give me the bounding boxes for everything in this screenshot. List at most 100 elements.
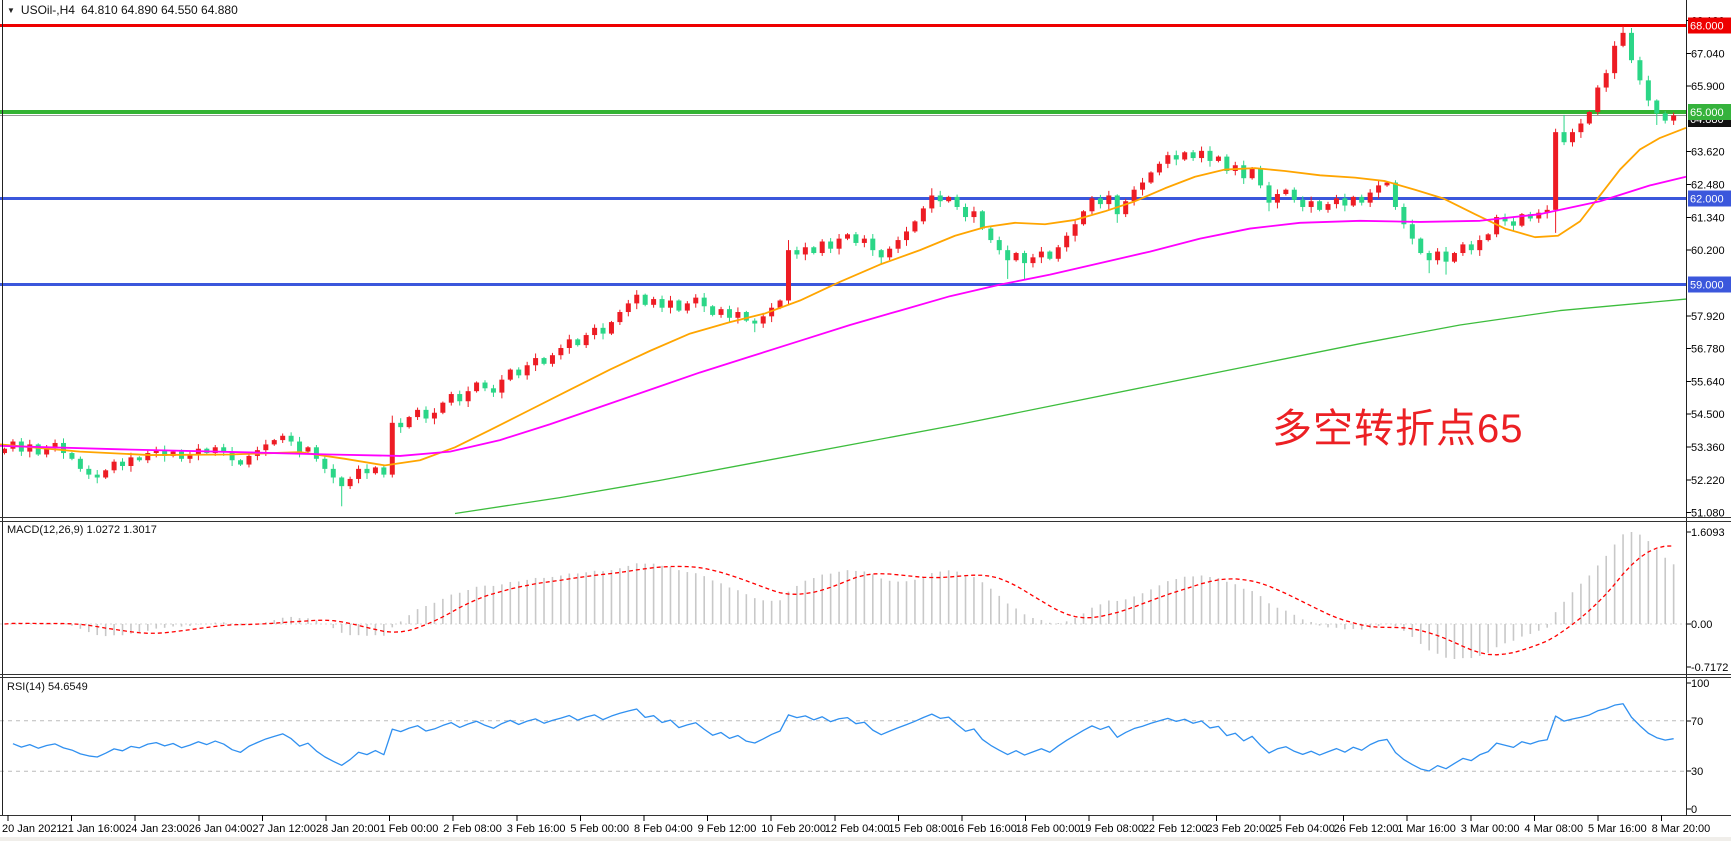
candle-body [693, 297, 699, 304]
price-axis-label: 60.200 [1691, 245, 1725, 257]
candle-body [490, 388, 496, 393]
time-axis-label: 3 Feb 16:00 [507, 823, 566, 835]
panel-separator[interactable] [0, 517, 1731, 518]
candle-body [887, 248, 893, 258]
candle-body [482, 382, 488, 389]
rsi-indicator-label: RSI(14) 54.6549 [7, 681, 88, 693]
horizontal-line-resistance-68[interactable] [0, 24, 1686, 28]
candle-body [238, 460, 244, 465]
candle-body [1544, 209, 1550, 213]
panel-separator[interactable] [0, 674, 1731, 675]
candle-body [1536, 212, 1542, 219]
time-axis-label: 26 Jan 04:00 [189, 823, 253, 835]
price-axis-label: 63.620 [1691, 147, 1725, 159]
candle-body [507, 369, 513, 380]
price-axis-label: 56.780 [1691, 344, 1725, 356]
candle-body [431, 412, 437, 419]
candle-body [305, 447, 311, 452]
price-badge: 68.000 [1688, 17, 1731, 34]
time-axis-label: 5 Mar 16:00 [1588, 823, 1647, 835]
macd-indicator-label: MACD(12,26,9) 1.0272 1.3017 [7, 524, 157, 536]
candle-body [1671, 115, 1677, 121]
candle-body [710, 306, 716, 315]
panel-separator[interactable] [0, 815, 1731, 816]
price-axis-label: 51.080 [1691, 508, 1725, 520]
text-annotation[interactable]: 多空转折点65 [1272, 407, 1524, 451]
chart-title: ▼ USOil-,H4 64.810 64.890 64.550 64.880 [7, 3, 238, 17]
candle-body [617, 312, 623, 323]
candle-body [1291, 189, 1297, 200]
candle-body [684, 303, 690, 311]
candle-body [1072, 224, 1078, 236]
candle-body [541, 358, 547, 364]
candle-body [94, 474, 100, 478]
candle-body [457, 394, 463, 402]
rsi-axis-label: 70 [1691, 716, 1703, 728]
candle-body [1215, 156, 1221, 161]
price-scale-border[interactable] [1686, 0, 1687, 816]
candles-layer [2, 26, 1677, 507]
candle-body [1064, 235, 1070, 248]
candle-body [920, 208, 926, 222]
panel-separator[interactable] [0, 677, 1731, 678]
candle-body [1586, 112, 1592, 124]
candle-body [330, 468, 336, 478]
candle-body [1274, 194, 1280, 203]
candle-body [1283, 189, 1289, 195]
price-badge: 59.000 [1688, 276, 1731, 293]
candle-body [592, 327, 598, 336]
candle-body [280, 435, 286, 441]
time-axis-label: 28 Jan 20:00 [316, 823, 380, 835]
candle-body [1485, 234, 1491, 241]
candle-body [819, 241, 825, 254]
candle-body [1300, 199, 1306, 207]
candle-body [1392, 182, 1398, 207]
candle-body [145, 453, 151, 461]
time-axis-label: 8 Mar 20:00 [1652, 823, 1711, 835]
candle-body [415, 409, 421, 418]
time-axis-label: 19 Feb 08:00 [1079, 823, 1144, 835]
candle-body [448, 394, 454, 403]
candle-body [1519, 214, 1525, 226]
candle-body [381, 467, 387, 475]
horizontal-line-support-59[interactable] [0, 283, 1686, 287]
candle-body [499, 379, 505, 393]
candle-body [1468, 244, 1474, 251]
candle-body [743, 312, 749, 321]
price-axis-label: 65.900 [1691, 81, 1725, 93]
candle-body [1418, 238, 1424, 254]
candle-body [642, 294, 648, 305]
ma-mid-line [0, 175, 1687, 457]
candle-body [1494, 217, 1500, 235]
panel-separator[interactable] [0, 521, 1731, 522]
moving-averages-layer [0, 126, 1687, 515]
price-badge-bg [1688, 276, 1731, 293]
candle-body [516, 369, 522, 376]
candle-body [1190, 152, 1196, 159]
candle-body [111, 461, 117, 471]
price-axis-label: 62.480 [1691, 180, 1725, 192]
candle-body [760, 316, 766, 324]
candle-body [372, 467, 378, 474]
time-axis-label: 26 Feb 12:00 [1334, 823, 1399, 835]
candle-body [1603, 73, 1609, 88]
candle-body [634, 294, 640, 304]
price-badge-bg [1688, 104, 1731, 120]
candle-body [828, 241, 834, 249]
candle-body [1620, 32, 1626, 46]
horizontal-line-pivot-65[interactable] [0, 110, 1686, 114]
candle-body [221, 447, 227, 452]
candle-body [929, 195, 935, 209]
candle-body [1123, 201, 1129, 215]
symbol-dropdown-icon[interactable]: ▼ [7, 5, 15, 15]
candle-body [1561, 132, 1567, 143]
candle-body [845, 234, 850, 239]
time-axis-label: 9 Feb 12:00 [698, 823, 757, 835]
candle-body [1140, 182, 1146, 190]
rsi-axis-label: 0 [1691, 804, 1697, 816]
time-axis-label: 20 Jan 2021 [2, 823, 63, 835]
horizontal-line-support-62[interactable] [0, 196, 1686, 200]
candle-body [406, 417, 412, 428]
